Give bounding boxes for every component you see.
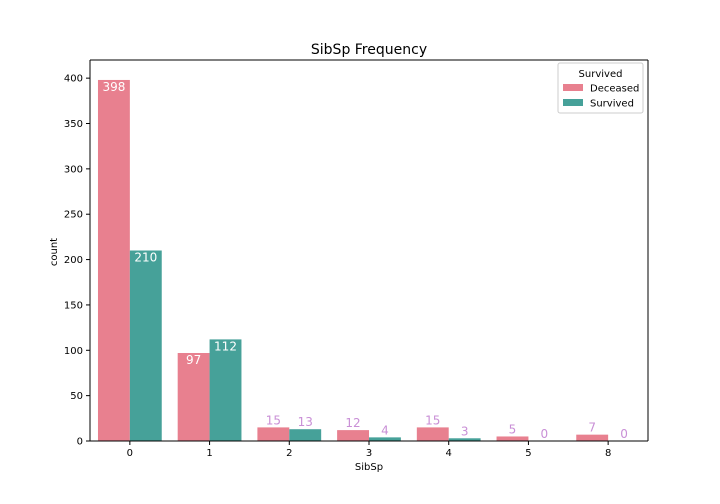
bar-value-label: 112 — [214, 339, 237, 353]
bar-survived-3 — [369, 437, 401, 441]
legend-swatch-deceased — [563, 84, 583, 91]
y-tick-label: 400 — [64, 74, 83, 85]
bar-labels-group: 398 97 15 12 15 5 7 210 112 13 4 3 0 0 — [102, 80, 627, 441]
y-tick-label: 0 — [77, 437, 83, 448]
x-tick-label: 2 — [286, 448, 292, 459]
bar-value-label: 15 — [266, 413, 281, 427]
bar-value-label: 4 — [381, 423, 389, 437]
legend: Survived Deceased Survived — [557, 62, 644, 114]
x-tick-label: 4 — [446, 448, 452, 459]
bar-deceased-0 — [97, 79, 130, 441]
y-tick-label: 150 — [64, 300, 83, 311]
legend-swatch-survived — [563, 99, 583, 106]
bar-survived-1 — [209, 339, 242, 441]
bar-value-label: 210 — [134, 251, 157, 265]
bar-value-label: 0 — [541, 427, 549, 441]
x-tick-label: 0 — [127, 448, 133, 459]
bars-group — [97, 79, 609, 441]
bar-value-label: 15 — [425, 413, 440, 427]
bar-value-label: 398 — [102, 80, 125, 94]
legend-title: Survived — [579, 69, 623, 80]
legend-entry-deceased: Deceased — [590, 84, 639, 95]
y-tick-label: 300 — [64, 164, 83, 175]
bar-value-label: 13 — [298, 415, 313, 429]
bar-value-label: 97 — [186, 353, 201, 367]
y-tick-label: 50 — [70, 391, 83, 402]
bar-survived-0 — [129, 250, 162, 441]
y-tick-label: 100 — [64, 346, 83, 357]
x-tick-label: 1 — [206, 448, 212, 459]
y-tick-label: 350 — [64, 119, 83, 130]
bar-survived-4 — [448, 438, 481, 441]
bar-deceased-5 — [496, 436, 529, 441]
bar-survived-2 — [289, 429, 322, 441]
x-axis-label: SibSp — [355, 462, 383, 473]
bar-deceased-1 — [177, 353, 210, 441]
bar-deceased-8 — [576, 434, 609, 441]
y-tick-label: 200 — [64, 255, 83, 266]
bar-value-label: 3 — [461, 424, 469, 438]
bar-value-label: 0 — [620, 427, 628, 441]
bar-deceased-3 — [337, 430, 369, 441]
x-tick-label: 8 — [605, 448, 611, 459]
chart-title: SibSp Frequency — [311, 42, 427, 58]
bar-value-label: 7 — [588, 421, 596, 435]
y-tick-label: 250 — [64, 210, 83, 221]
x-tick-label: 5 — [525, 448, 531, 459]
bar-deceased-2 — [257, 427, 290, 441]
bar-value-label: 5 — [509, 422, 517, 436]
x-tick-label: 3 — [366, 448, 372, 459]
bar-deceased-4 — [416, 427, 449, 441]
y-axis-label: count — [49, 238, 60, 266]
legend-entry-survived: Survived — [590, 99, 634, 110]
bar-value-label: 12 — [345, 416, 360, 430]
